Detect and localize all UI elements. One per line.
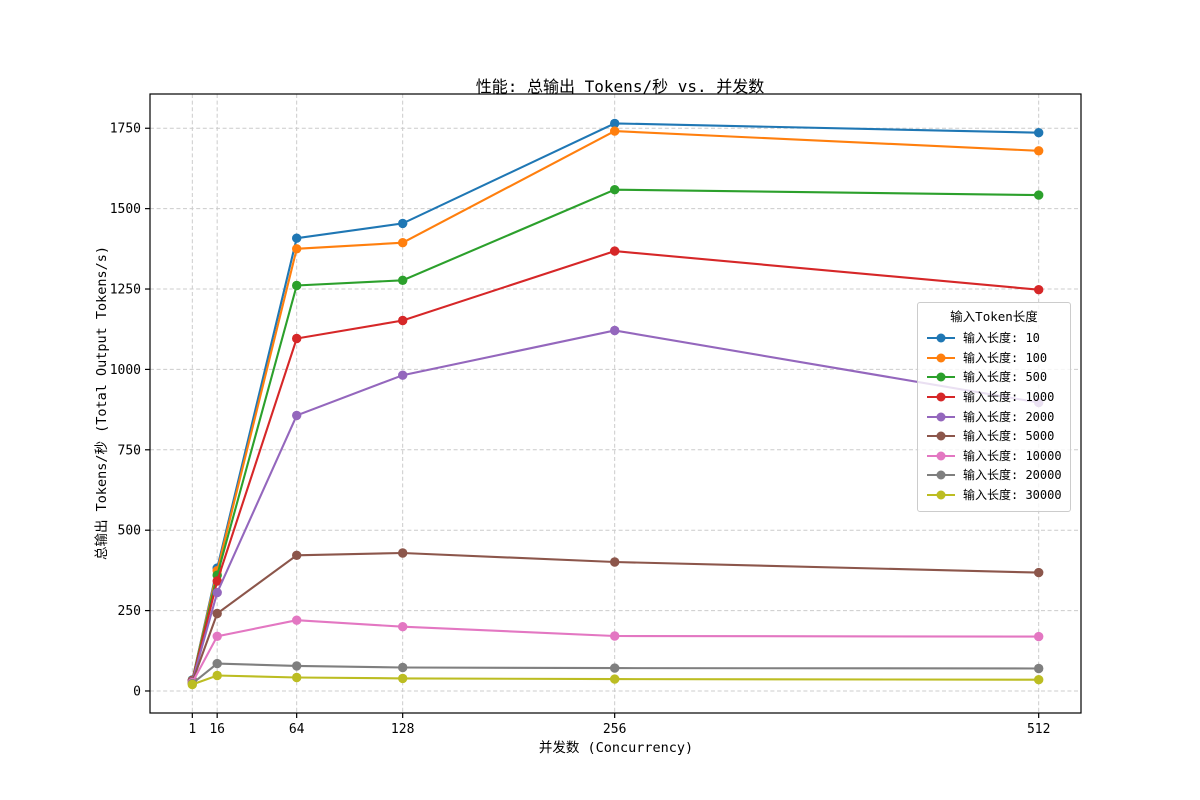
series-marker-8	[187, 679, 197, 690]
legend-item-label: 输入长度: 20000	[963, 468, 1062, 483]
legend-item: 输入长度: 10000	[926, 446, 1062, 466]
legend-item-label: 输入长度: 500	[963, 370, 1048, 385]
legend-item: 输入长度: 100	[926, 348, 1062, 368]
series-marker-0	[292, 233, 302, 243]
legend-item: 输入长度: 1000	[926, 387, 1062, 407]
series-marker-8	[1034, 675, 1044, 685]
series-marker-6	[398, 622, 408, 632]
legend-item-label: 输入长度: 10	[963, 331, 1040, 346]
series-marker-6	[292, 615, 302, 625]
legend-item: 输入长度: 5000	[926, 426, 1062, 446]
series-marker-6	[1034, 631, 1044, 642]
series-marker-3	[212, 576, 222, 586]
series-marker-1	[610, 126, 620, 136]
series-marker-3	[292, 333, 302, 344]
x-tick-label: 256	[603, 722, 626, 737]
chart-title: 性能: 总输出 Tokens/秒 vs. 并发数	[475, 77, 765, 96]
legend-item-label: 输入长度: 10000	[963, 448, 1062, 463]
series-marker-5	[398, 548, 408, 558]
legend-line-marker-swatch	[927, 372, 955, 382]
legend-item-label: 输入长度: 100	[963, 350, 1048, 365]
y-tick-label: 0	[133, 684, 141, 699]
y-tick-label: 500	[118, 524, 141, 539]
legend-line-marker-swatch	[927, 490, 955, 500]
series-marker-0	[398, 218, 408, 229]
x-tick-label: 128	[391, 722, 414, 737]
legend-item-label: 输入长度: 2000	[963, 409, 1055, 424]
series-marker-2	[610, 185, 620, 195]
series-line-2	[191, 188, 1039, 681]
legend-line-marker-swatch	[927, 470, 955, 480]
series-marker-4	[292, 410, 302, 421]
series-line-5	[191, 551, 1039, 683]
series-marker-2	[398, 275, 408, 285]
x-tick-label: 1	[188, 722, 196, 737]
legend-line-marker-swatch	[927, 412, 955, 422]
x-tick-label: 16	[209, 722, 225, 737]
series-marker-1	[1034, 146, 1044, 156]
y-axis-label: 总输出 Tokens/秒 (Total Output Tokens/s)	[94, 245, 110, 561]
series-marker-8	[398, 673, 408, 684]
series-marker-5	[610, 557, 620, 567]
series-marker-1	[398, 238, 408, 248]
y-tick-label: 1000	[110, 363, 141, 378]
x-tick-label: 512	[1027, 722, 1050, 737]
y-tick-label: 1750	[110, 122, 141, 137]
series-marker-7	[292, 661, 302, 671]
series-marker-8	[292, 672, 302, 683]
legend-item: 输入长度: 500	[926, 368, 1062, 388]
series-marker-6	[212, 631, 222, 641]
series-marker-4	[212, 587, 222, 598]
series-line-0	[191, 122, 1039, 681]
legend: 输入Token长度 输入长度: 10 输入长度: 100 输入长度: 500 输入长度…	[917, 302, 1071, 512]
y-tick-label: 1500	[110, 202, 141, 217]
series-line-3	[191, 250, 1039, 681]
series-marker-5	[1034, 567, 1044, 578]
series-line-7	[191, 662, 1039, 685]
legend-item: 输入长度: 2000	[926, 407, 1062, 427]
y-tick-label: 750	[118, 443, 141, 458]
series-marker-4	[610, 325, 620, 336]
legend-line-marker-swatch	[927, 353, 955, 363]
legend-item: 输入长度: 10	[926, 329, 1062, 349]
series-marker-7	[212, 658, 222, 669]
y-tick-label: 1250	[110, 283, 141, 298]
series-marker-7	[1034, 663, 1044, 674]
series-line-4	[191, 329, 1039, 682]
series-marker-8	[610, 674, 620, 684]
series-marker-5	[292, 550, 302, 560]
series-marker-4	[398, 370, 408, 380]
series-line-6	[191, 619, 1039, 684]
series-marker-3	[610, 246, 620, 256]
legend-line-marker-swatch	[927, 431, 955, 441]
legend-item: 输入长度: 20000	[926, 466, 1062, 486]
series-marker-7	[610, 663, 620, 673]
series-marker-2	[292, 280, 302, 291]
series-marker-6	[610, 631, 620, 641]
y-tick-label: 250	[118, 604, 141, 619]
legend-item: 输入长度: 30000	[926, 485, 1062, 505]
plot-frame	[149, 93, 1082, 714]
series-marker-0	[610, 118, 620, 129]
legend-line-marker-swatch	[927, 392, 955, 402]
series-marker-3	[398, 315, 408, 326]
legend-item-label: 输入长度: 30000	[963, 488, 1062, 503]
x-axis-label: 并发数 (Concurrency)	[538, 740, 694, 756]
series-marker-0	[1034, 128, 1044, 138]
series-marker-2	[1034, 190, 1044, 200]
legend-title: 输入Token长度	[950, 309, 1038, 324]
legend-item-label: 输入长度: 1000	[963, 390, 1055, 405]
series-marker-7	[398, 662, 408, 673]
series-marker-1	[292, 244, 302, 254]
series-marker-3	[1034, 285, 1044, 295]
legend-line-marker-swatch	[927, 451, 955, 461]
legend-line-marker-swatch	[927, 333, 955, 343]
series-marker-5	[212, 608, 222, 619]
series-marker-8	[212, 670, 222, 681]
legend-item-label: 输入长度: 5000	[963, 429, 1055, 444]
legend-item-list: 输入长度: 10 输入长度: 100 输入长度: 500 输入长度: 1000 输入长度…	[926, 329, 1062, 505]
x-tick-label: 64	[289, 722, 305, 737]
